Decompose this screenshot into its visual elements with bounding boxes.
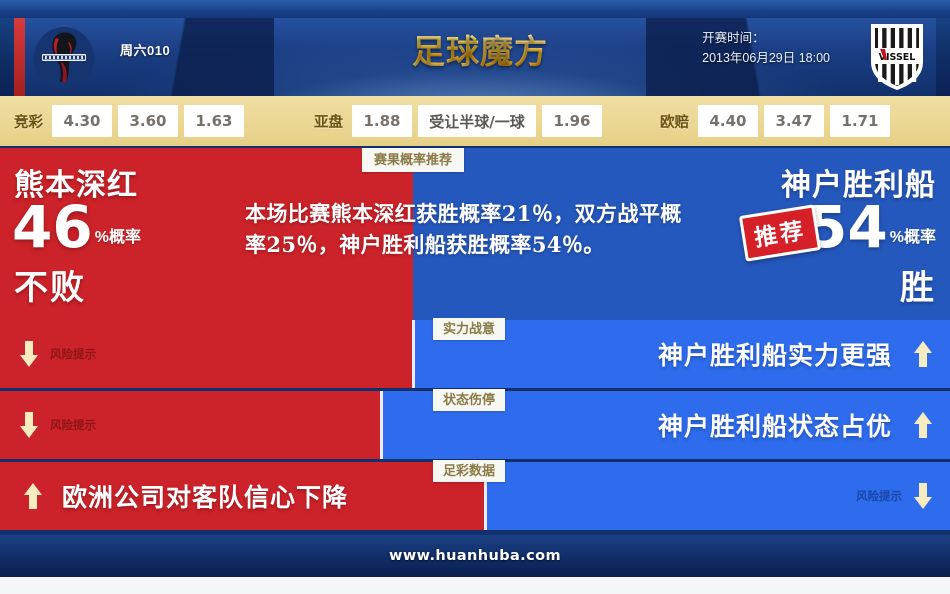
row3-away-bar	[487, 462, 950, 530]
row3-badge: 足彩数据	[433, 460, 506, 482]
away-probability-suffix: %概率	[889, 229, 936, 247]
brand-logo: 足球魔方	[400, 24, 560, 74]
kickoff-info: 开赛时间： 2013年06月29日 18:00	[702, 28, 830, 68]
odds-value-yapan-away: 1.96	[542, 105, 602, 137]
arrow-up-icon	[914, 341, 932, 367]
odds-group-oupei: 欧赔 4.40 3.47 1.71	[660, 105, 896, 137]
row2-message: 神户胜利船状态占优	[657, 413, 892, 441]
odds-label-yapan: 亚盘	[314, 114, 343, 131]
row3-divider	[484, 462, 487, 530]
odds-label-jingcai: 竞彩	[14, 114, 43, 131]
away-probability: 54 %概率	[807, 198, 936, 256]
row2-home-bar	[0, 391, 380, 459]
footer-url: www.huanhuba.com	[389, 548, 561, 564]
kickoff-value: 2013年06月29日 18:00	[702, 51, 830, 65]
odds-value-oupei-away: 1.71	[830, 105, 890, 137]
hero-away-panel	[413, 148, 950, 320]
row2-badge: 状态伤停	[433, 389, 506, 411]
away-verdict: 胜	[900, 269, 934, 307]
hero-section: 赛果概率推荐 熊本深红 46 %概率 不败 本场比赛熊本深红获胜概率21％，双方…	[0, 148, 950, 320]
vissel-crest-label: VISSEL	[879, 52, 916, 63]
footer: www.huanhuba.com	[0, 535, 950, 577]
hero-badge: 赛果概率推荐	[361, 148, 465, 172]
arrow-down-icon	[20, 412, 38, 438]
vissel-kobe-crest-icon: VISSEL	[866, 20, 928, 92]
odds-group-yapan: 亚盘 1.88 受让半球/一球 1.96	[314, 105, 608, 137]
row2-risk-label: 风险提示	[50, 420, 96, 432]
row1-home-bar	[0, 320, 412, 388]
row3-home-bar	[0, 462, 484, 530]
brand-part-2: 魔方	[480, 32, 548, 71]
odds-value-yapan-home: 1.88	[352, 105, 412, 137]
arrow-down-icon	[20, 341, 38, 367]
odds-value-jingcai-home: 4.30	[52, 105, 112, 137]
header-red-accent	[14, 18, 25, 96]
roasso-kumamoto-crest-icon	[26, 22, 102, 92]
row3-message: 欧洲公司对客队信心下降	[62, 484, 349, 512]
home-team-name: 熊本深红	[14, 169, 138, 202]
row2-trend	[912, 410, 934, 440]
home-probability-value: 46	[12, 193, 93, 261]
row3-trend	[22, 481, 44, 511]
odds-value-yapan-handicap: 受让半球/一球	[418, 105, 536, 137]
brand-part-1: 足球	[412, 32, 480, 71]
odds-bar: 竞彩 4.30 3.60 1.63 亚盘 1.88 受让半球/一球 1.96 欧…	[0, 96, 950, 146]
row2-divider	[380, 391, 383, 459]
arrow-up-icon	[914, 412, 932, 438]
row3-risk-label: 风险提示	[856, 491, 902, 503]
odds-group-jingcai: 竞彩 4.30 3.60 1.63	[14, 105, 250, 137]
row1-badge: 实力战意	[433, 318, 506, 340]
home-probability: 46 %概率	[12, 193, 141, 261]
hero-home-panel	[0, 148, 413, 320]
kickoff-label: 开赛时间：	[702, 31, 765, 45]
odds-label-oupei: 欧赔	[660, 114, 689, 131]
odds-value-oupei-draw: 3.47	[764, 105, 824, 137]
odds-value-jingcai-away: 1.63	[184, 105, 244, 137]
odds-value-jingcai-draw: 3.60	[118, 105, 178, 137]
away-team-name: 神户胜利船	[781, 169, 936, 202]
comparison-row-form: 状态伤停 风险提示 神户胜利船状态占优	[0, 389, 950, 459]
row1-divider	[412, 320, 415, 388]
hero-description: 本场比赛熊本深红获胜概率21％，双方战平概率25％，神户胜利船获胜概率54％。	[245, 201, 682, 257]
arrow-up-icon	[24, 483, 42, 509]
match-number: 周六010	[120, 43, 171, 58]
home-verdict: 不败	[14, 269, 86, 307]
arrow-down-icon	[914, 483, 932, 509]
row1-trend	[912, 339, 934, 369]
odds-value-oupei-home: 4.40	[698, 105, 758, 137]
header: 周六010 足球魔方 开赛时间： 2013年06月29日 18:00	[0, 0, 950, 96]
row2-risk-left: 风险提示	[18, 410, 96, 440]
row1-risk-left: 风险提示	[18, 339, 96, 369]
row1-risk-label: 风险提示	[50, 349, 96, 361]
home-probability-suffix: %概率	[94, 229, 141, 247]
bottom-strip	[0, 577, 950, 594]
comparison-row-strength: 实力战意 风险提示 神户胜利船实力更强	[0, 318, 950, 388]
comparison-rows: 实力战意 风险提示 神户胜利船实力更强 状态伤停	[0, 318, 950, 535]
row3-risk-right: 风险提示	[856, 481, 934, 511]
comparison-row-betting-data: 足彩数据 欧洲公司对客队信心下降 风险提示	[0, 460, 950, 530]
brand-logo-text: 足球魔方	[412, 25, 548, 73]
row1-message: 神户胜利船实力更强	[657, 342, 892, 370]
